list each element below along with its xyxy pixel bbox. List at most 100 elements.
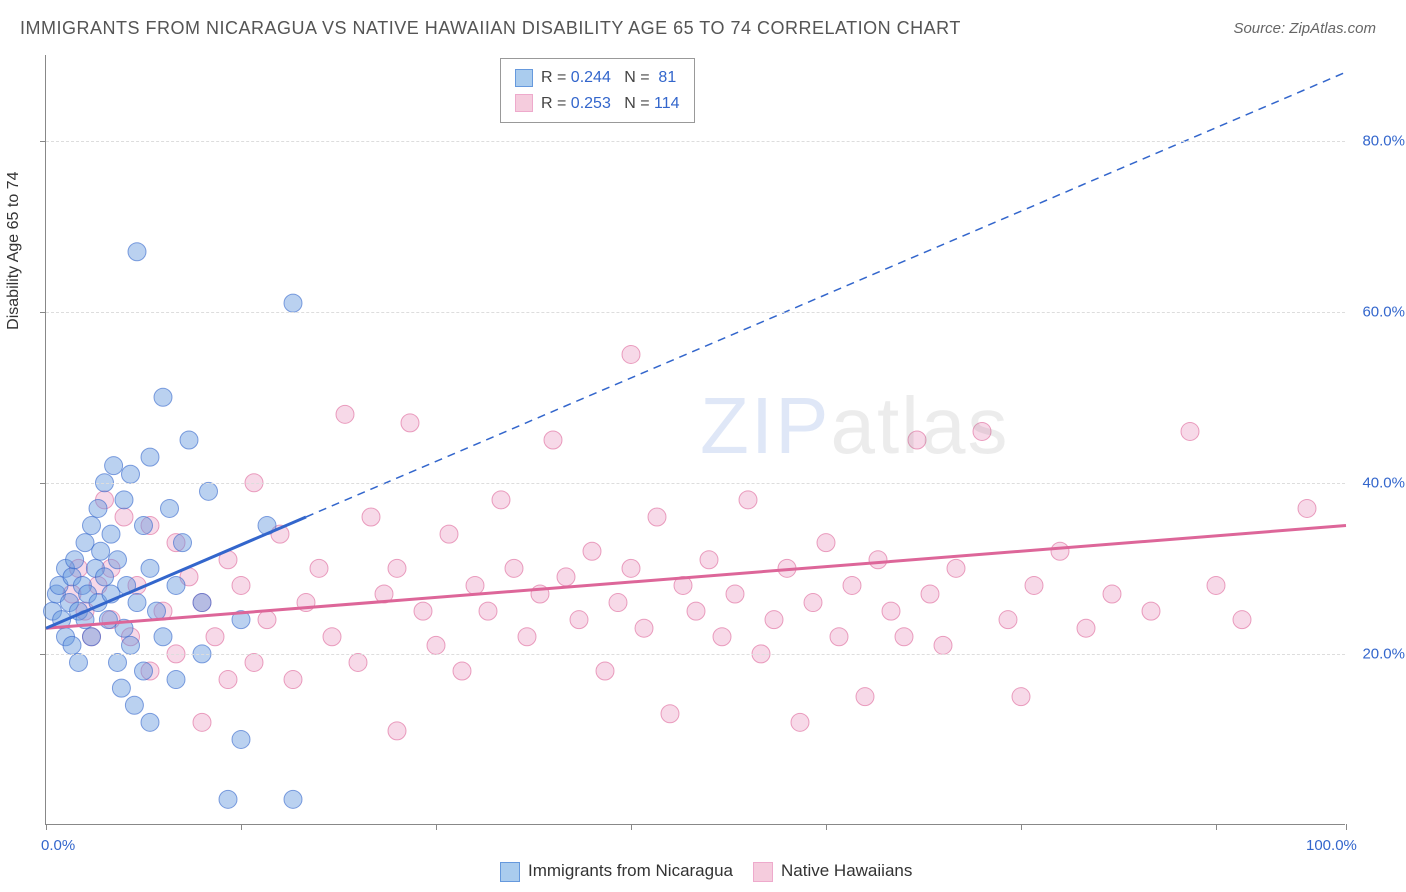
data-point	[99, 611, 117, 629]
data-point	[1051, 542, 1069, 560]
correlation-legend: R = 0.244 N = 81R = 0.253 N = 114	[500, 58, 695, 123]
data-point	[154, 628, 172, 646]
y-tick-label: 60.0%	[1362, 303, 1405, 320]
data-point	[453, 662, 471, 680]
data-point	[310, 559, 328, 577]
data-point	[180, 431, 198, 449]
data-point	[258, 611, 276, 629]
data-point	[336, 405, 354, 423]
data-point	[115, 491, 133, 509]
data-point	[466, 576, 484, 594]
data-point	[557, 568, 575, 586]
data-point	[63, 636, 81, 654]
data-point	[135, 517, 153, 535]
data-point	[1207, 576, 1225, 594]
data-point	[96, 568, 114, 586]
legend-row: R = 0.244 N = 81	[515, 65, 680, 91]
data-point	[92, 542, 110, 560]
data-point	[161, 499, 179, 517]
data-point	[635, 619, 653, 637]
data-point	[245, 653, 263, 671]
data-point	[89, 499, 107, 517]
data-point	[804, 594, 822, 612]
data-point	[908, 431, 926, 449]
data-point	[505, 559, 523, 577]
data-point	[791, 713, 809, 731]
data-point	[141, 448, 159, 466]
data-point	[105, 457, 123, 475]
data-point	[765, 611, 783, 629]
y-tick-label: 80.0%	[1362, 132, 1405, 149]
source-label: Source: ZipAtlas.com	[1233, 20, 1376, 37]
data-point	[206, 628, 224, 646]
data-point	[125, 696, 143, 714]
data-point	[167, 576, 185, 594]
data-point	[148, 602, 166, 620]
y-axis-label: Disability Age 65 to 74	[5, 172, 23, 330]
data-point	[856, 688, 874, 706]
data-point	[661, 705, 679, 723]
legend-swatch	[515, 94, 533, 112]
data-point	[83, 517, 101, 535]
data-point	[726, 585, 744, 603]
data-point	[427, 636, 445, 654]
data-point	[895, 628, 913, 646]
data-point	[518, 628, 536, 646]
data-point	[1298, 499, 1316, 517]
data-point	[544, 431, 562, 449]
data-point	[122, 636, 140, 654]
data-point	[583, 542, 601, 560]
data-point	[700, 551, 718, 569]
data-point	[1233, 611, 1251, 629]
data-point	[219, 790, 237, 808]
chart-svg	[46, 55, 1345, 824]
data-point	[843, 576, 861, 594]
x-tick-label: 100.0%	[1306, 837, 1357, 854]
y-tick-label: 40.0%	[1362, 474, 1405, 491]
data-point	[817, 534, 835, 552]
data-point	[479, 602, 497, 620]
data-point	[112, 679, 130, 697]
data-point	[323, 628, 341, 646]
data-point	[882, 602, 900, 620]
data-point	[1025, 576, 1043, 594]
data-point	[440, 525, 458, 543]
data-point	[141, 559, 159, 577]
series-legend: Immigrants from Nicaragua Native Hawaiian…	[480, 861, 912, 882]
data-point	[1142, 602, 1160, 620]
data-point	[648, 508, 666, 526]
data-point	[219, 671, 237, 689]
data-point	[284, 294, 302, 312]
data-point	[1103, 585, 1121, 603]
data-point	[349, 653, 367, 671]
legend-label: Native Hawaiians	[781, 861, 912, 880]
data-point	[128, 594, 146, 612]
data-point	[973, 422, 991, 440]
x-tick-label: 0.0%	[41, 837, 75, 854]
data-point	[921, 585, 939, 603]
data-point	[739, 491, 757, 509]
data-point	[167, 671, 185, 689]
data-point	[999, 611, 1017, 629]
data-point	[102, 525, 120, 543]
data-point	[830, 628, 848, 646]
data-point	[388, 559, 406, 577]
chart-title: IMMIGRANTS FROM NICARAGUA VS NATIVE HAWA…	[20, 18, 961, 39]
data-point	[232, 576, 250, 594]
data-point	[934, 636, 952, 654]
data-point	[362, 508, 380, 526]
data-point	[609, 594, 627, 612]
data-point	[66, 551, 84, 569]
data-point	[193, 594, 211, 612]
legend-swatch	[515, 69, 533, 87]
y-tick-label: 20.0%	[1362, 645, 1405, 662]
data-point	[141, 713, 159, 731]
data-point	[622, 345, 640, 363]
data-point	[200, 482, 218, 500]
legend-label: Immigrants from Nicaragua	[528, 861, 733, 880]
data-point	[570, 611, 588, 629]
data-point	[713, 628, 731, 646]
data-point	[174, 534, 192, 552]
data-point	[388, 722, 406, 740]
data-point	[115, 508, 133, 526]
